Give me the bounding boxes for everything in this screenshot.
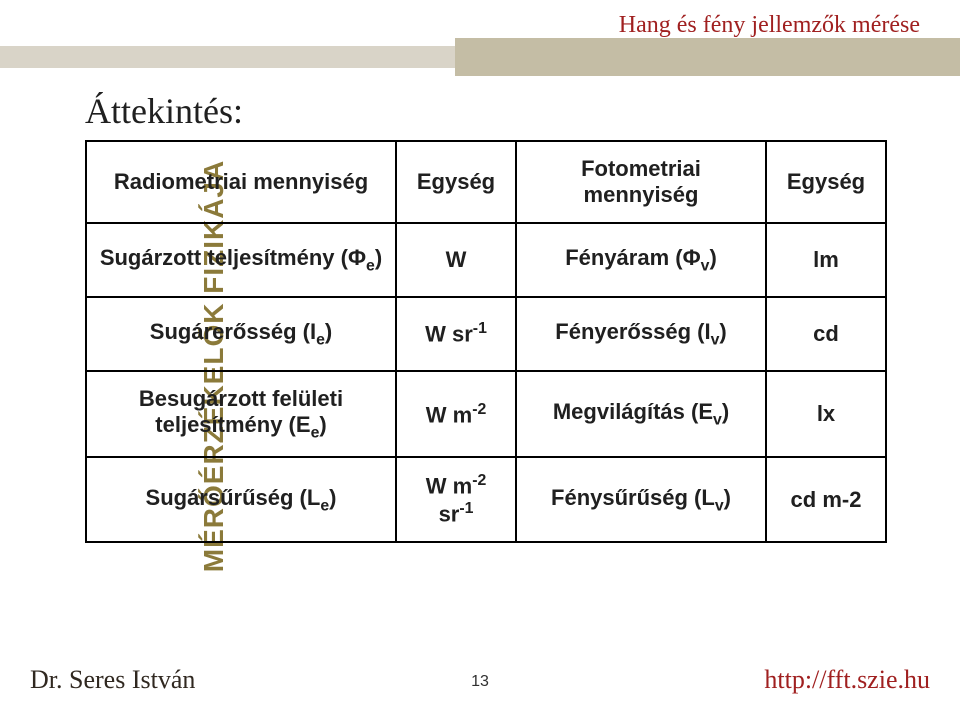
th-photometric: Fotometriai mennyiség — [516, 141, 766, 223]
quantities-table: Radiometriai mennyiség Egység Fotometria… — [85, 140, 887, 543]
cell-luminous-flux: Fényáram (Φv) — [516, 223, 766, 297]
th-radiometric: Radiometriai mennyiség — [86, 141, 396, 223]
header-bar-inner — [455, 38, 960, 76]
cell-unit-lm: lm — [766, 223, 886, 297]
cell-luminous-intensity: Fényerősség (Iv) — [516, 297, 766, 371]
table-row: Sugárzott teljesítmény (Φe) W Fényáram (… — [86, 223, 886, 297]
table-row: Besugárzott felületi teljesítmény (Ee) W… — [86, 371, 886, 457]
cell-unit-wsr: W sr-1 — [396, 297, 516, 371]
cell-unit-cd: cd — [766, 297, 886, 371]
table-header-row: Radiometriai mennyiség Egység Fotometria… — [86, 141, 886, 223]
page-header-title: Hang és fény jellemzők mérése — [619, 12, 920, 39]
cell-unit-w: W — [396, 223, 516, 297]
footer-url: http://fft.szie.hu — [764, 665, 930, 695]
cell-radiated-power: Sugárzott teljesítmény (Φe) — [86, 223, 396, 297]
cell-unit-wm2sr: W m-2 sr-1 — [396, 457, 516, 542]
table-row: Sugárerősség (Ie) W sr-1 Fényerősség (Iv… — [86, 297, 886, 371]
th-unit2: Egység — [766, 141, 886, 223]
table-row: Sugársűrűség (Le) W m-2 sr-1 Fénysűrűség… — [86, 457, 886, 542]
cell-illuminance: Megvilágítás (Ev) — [516, 371, 766, 457]
cell-irradiance: Besugárzott felületi teljesítmény (Ee) — [86, 371, 396, 457]
cell-radiance: Sugársűrűség (Le) — [86, 457, 396, 542]
section-title: Áttekintés: — [85, 90, 243, 132]
th-unit1: Egység — [396, 141, 516, 223]
cell-unit-cdm2: cd m-2 — [766, 457, 886, 542]
cell-luminance: Fénysűrűség (Lv) — [516, 457, 766, 542]
cell-unit-lx: lx — [766, 371, 886, 457]
cell-radiant-intensity: Sugárerősség (Ie) — [86, 297, 396, 371]
cell-unit-wm2: W m-2 — [396, 371, 516, 457]
